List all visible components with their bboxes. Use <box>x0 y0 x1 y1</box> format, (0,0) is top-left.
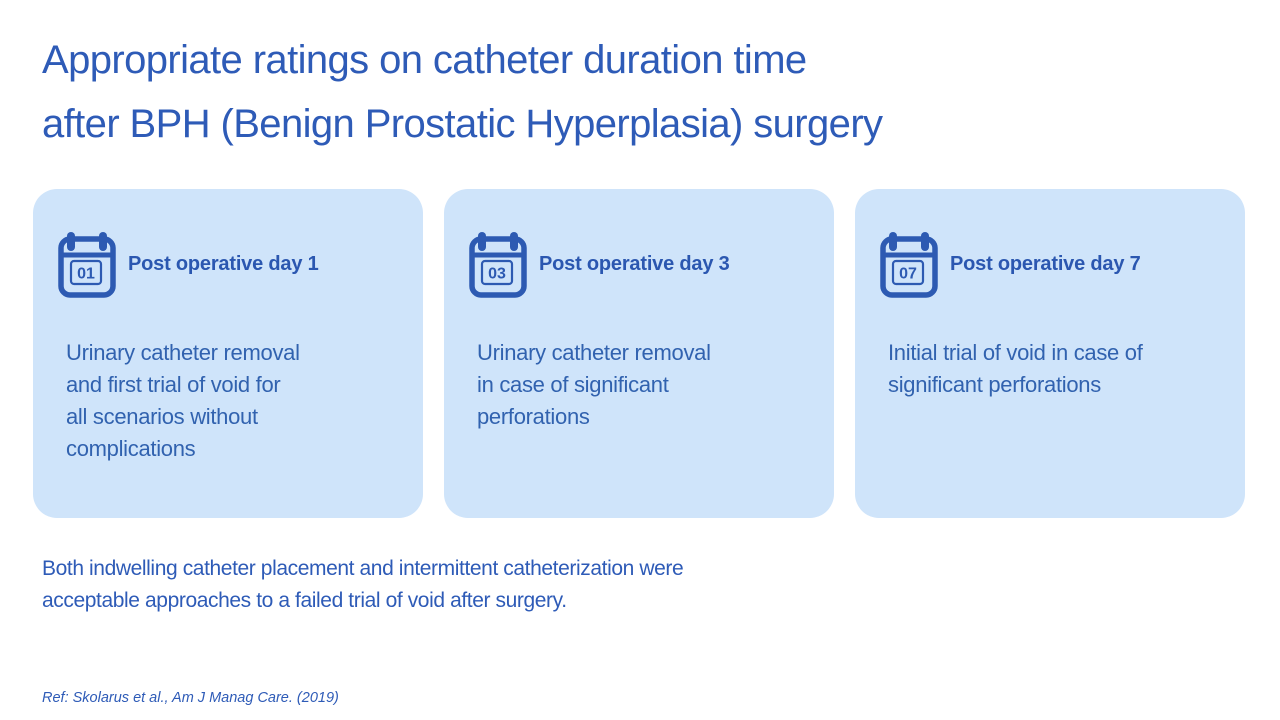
summary-note: Both indwelling catheter placement and i… <box>42 557 684 612</box>
calendar-icon: 01 <box>58 232 116 298</box>
card-post-op-day-1: 01 Post operative day 1 Urinary catheter… <box>33 189 423 518</box>
reference-citation: Ref: Skolarus et al., Am J Manag Care. (… <box>42 690 339 706</box>
slide-title: Appropriate ratings on catheter duration… <box>42 38 883 146</box>
card-header: 07 Post operative day 7 <box>880 230 1219 298</box>
card-heading: Post operative day 7 <box>950 252 1141 275</box>
card-post-op-day-3: 03 Post operative day 3 Urinary catheter… <box>444 189 834 518</box>
card-header: 01 Post operative day 1 <box>58 230 397 298</box>
card-body-text: Urinary catheter removal in case of sign… <box>477 340 711 429</box>
calendar-day-number: 03 <box>488 266 506 283</box>
card-heading: Post operative day 3 <box>539 252 730 275</box>
calendar-day-number: 07 <box>899 266 917 283</box>
card-header: 03 Post operative day 3 <box>469 230 808 298</box>
card-body-text: Initial trial of void in case of signifi… <box>888 340 1143 397</box>
card-post-op-day-7: 07 Post operative day 7 Initial trial of… <box>855 189 1245 518</box>
card-body-text: Urinary catheter removal and first trial… <box>66 340 300 461</box>
card-heading: Post operative day 1 <box>128 252 319 275</box>
calendar-icon: 07 <box>880 232 938 298</box>
calendar-icon: 03 <box>469 232 527 298</box>
cards-row: 01 Post operative day 1 Urinary catheter… <box>33 189 1245 518</box>
calendar-day-number: 01 <box>77 266 95 283</box>
